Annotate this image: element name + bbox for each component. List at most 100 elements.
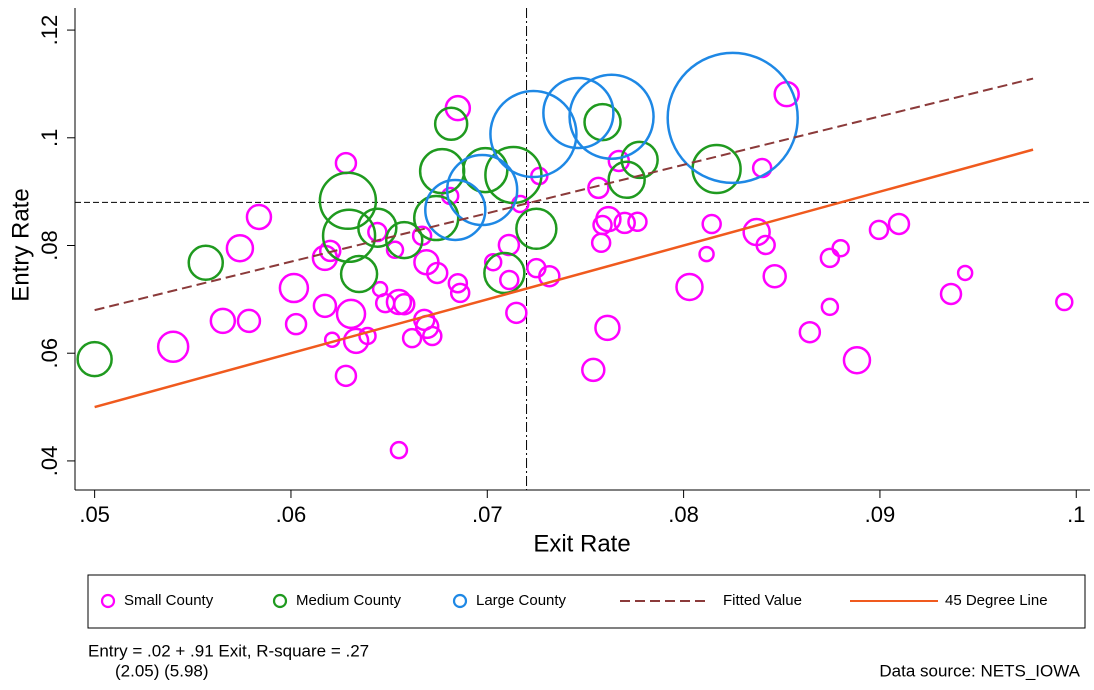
legend-marker (100, 593, 116, 609)
bubble (321, 208, 377, 264)
bubble (339, 254, 379, 294)
bubble (245, 203, 273, 231)
bubble (831, 238, 850, 258)
bubble (312, 293, 338, 319)
bubble (367, 221, 388, 243)
bubble (76, 340, 113, 378)
bubble (425, 261, 449, 285)
equation-note: Entry = .02 + .91 Exit, R-square = .27 (88, 641, 369, 660)
bubble (236, 308, 262, 334)
legend-label: Large County (476, 592, 567, 609)
bubble (538, 264, 561, 288)
bubble (462, 146, 509, 194)
bubble (542, 76, 615, 150)
legend-label: Medium County (296, 592, 402, 609)
bubble (483, 251, 526, 295)
bubble (590, 232, 612, 254)
bubble (701, 213, 722, 235)
bubble (445, 153, 519, 227)
bubble (484, 145, 543, 205)
bubble (342, 327, 370, 355)
bubble (156, 330, 190, 363)
x-tick-label: .05 (79, 502, 110, 527)
bubble (447, 272, 469, 294)
bubble (762, 263, 787, 289)
y-axis-title: Entry Rate (7, 188, 34, 301)
data-source: Data source: NETS_IOWA (879, 661, 1080, 680)
bubble (187, 244, 225, 281)
bubble (868, 219, 890, 241)
bubble (489, 89, 578, 179)
bubble (819, 247, 841, 269)
x-tick-label: .08 (668, 502, 699, 527)
bubble (357, 207, 398, 248)
bubble (318, 171, 378, 231)
bubble (449, 282, 471, 304)
bubble (497, 233, 521, 257)
bubble (422, 325, 443, 347)
bubble (698, 245, 715, 263)
t-stat-note: (2.05) (5.98) (115, 661, 209, 680)
bubble (1055, 292, 1074, 312)
bubble (691, 143, 742, 195)
bubble (278, 272, 310, 304)
bubble (499, 269, 520, 291)
bubble (581, 357, 606, 383)
bubble (424, 178, 487, 242)
x-axis-title: Exit Rate (533, 530, 630, 557)
bubble (209, 307, 237, 335)
bubble (887, 212, 911, 236)
bubble (939, 282, 963, 306)
bubble (318, 239, 342, 263)
y-tick-label: .1 (37, 129, 62, 147)
legend-box (87, 574, 1086, 629)
bubble (613, 211, 636, 235)
legend-label: Fitted Value (723, 592, 802, 609)
bubble (284, 312, 308, 336)
bubble (583, 102, 622, 142)
bubble (505, 301, 528, 325)
y-tick-label: .06 (37, 338, 62, 369)
bubble (627, 211, 648, 233)
bubble (358, 326, 377, 346)
y-tick-label: .08 (37, 230, 62, 261)
x-tick-label: .07 (472, 502, 503, 527)
bubble (820, 297, 840, 317)
fit-line (94, 148, 1034, 409)
legend-marker (452, 593, 468, 609)
bubble (334, 151, 358, 175)
bubble (335, 298, 367, 330)
fit-line (94, 77, 1034, 312)
bubble (225, 233, 255, 263)
bubble (842, 345, 872, 375)
x-tick-label: .09 (865, 502, 896, 527)
bubble (956, 264, 974, 282)
y-tick-label: .04 (37, 446, 62, 477)
bubble (751, 157, 773, 179)
bubble (515, 207, 558, 251)
bubble (594, 314, 621, 342)
bubble (392, 292, 416, 316)
bubble (666, 51, 799, 185)
bubble (334, 364, 358, 388)
legend-label: Small County (124, 592, 214, 609)
bubble (418, 147, 466, 195)
bubble (374, 292, 396, 314)
bubble (607, 160, 646, 200)
bubble (384, 220, 424, 260)
bubble (675, 272, 704, 302)
bubble (587, 176, 610, 200)
bubble (483, 252, 503, 272)
bubble (798, 320, 822, 344)
bubble (755, 234, 776, 256)
bubble (433, 106, 469, 142)
legend-marker (272, 593, 288, 609)
bubble (401, 327, 423, 349)
bubble (385, 240, 405, 260)
legend-label: 45 Degree Line (945, 592, 1048, 609)
x-tick-label: .1 (1067, 502, 1085, 527)
y-tick-label: .12 (37, 15, 62, 46)
bubble (389, 440, 409, 460)
bubble (592, 214, 613, 236)
